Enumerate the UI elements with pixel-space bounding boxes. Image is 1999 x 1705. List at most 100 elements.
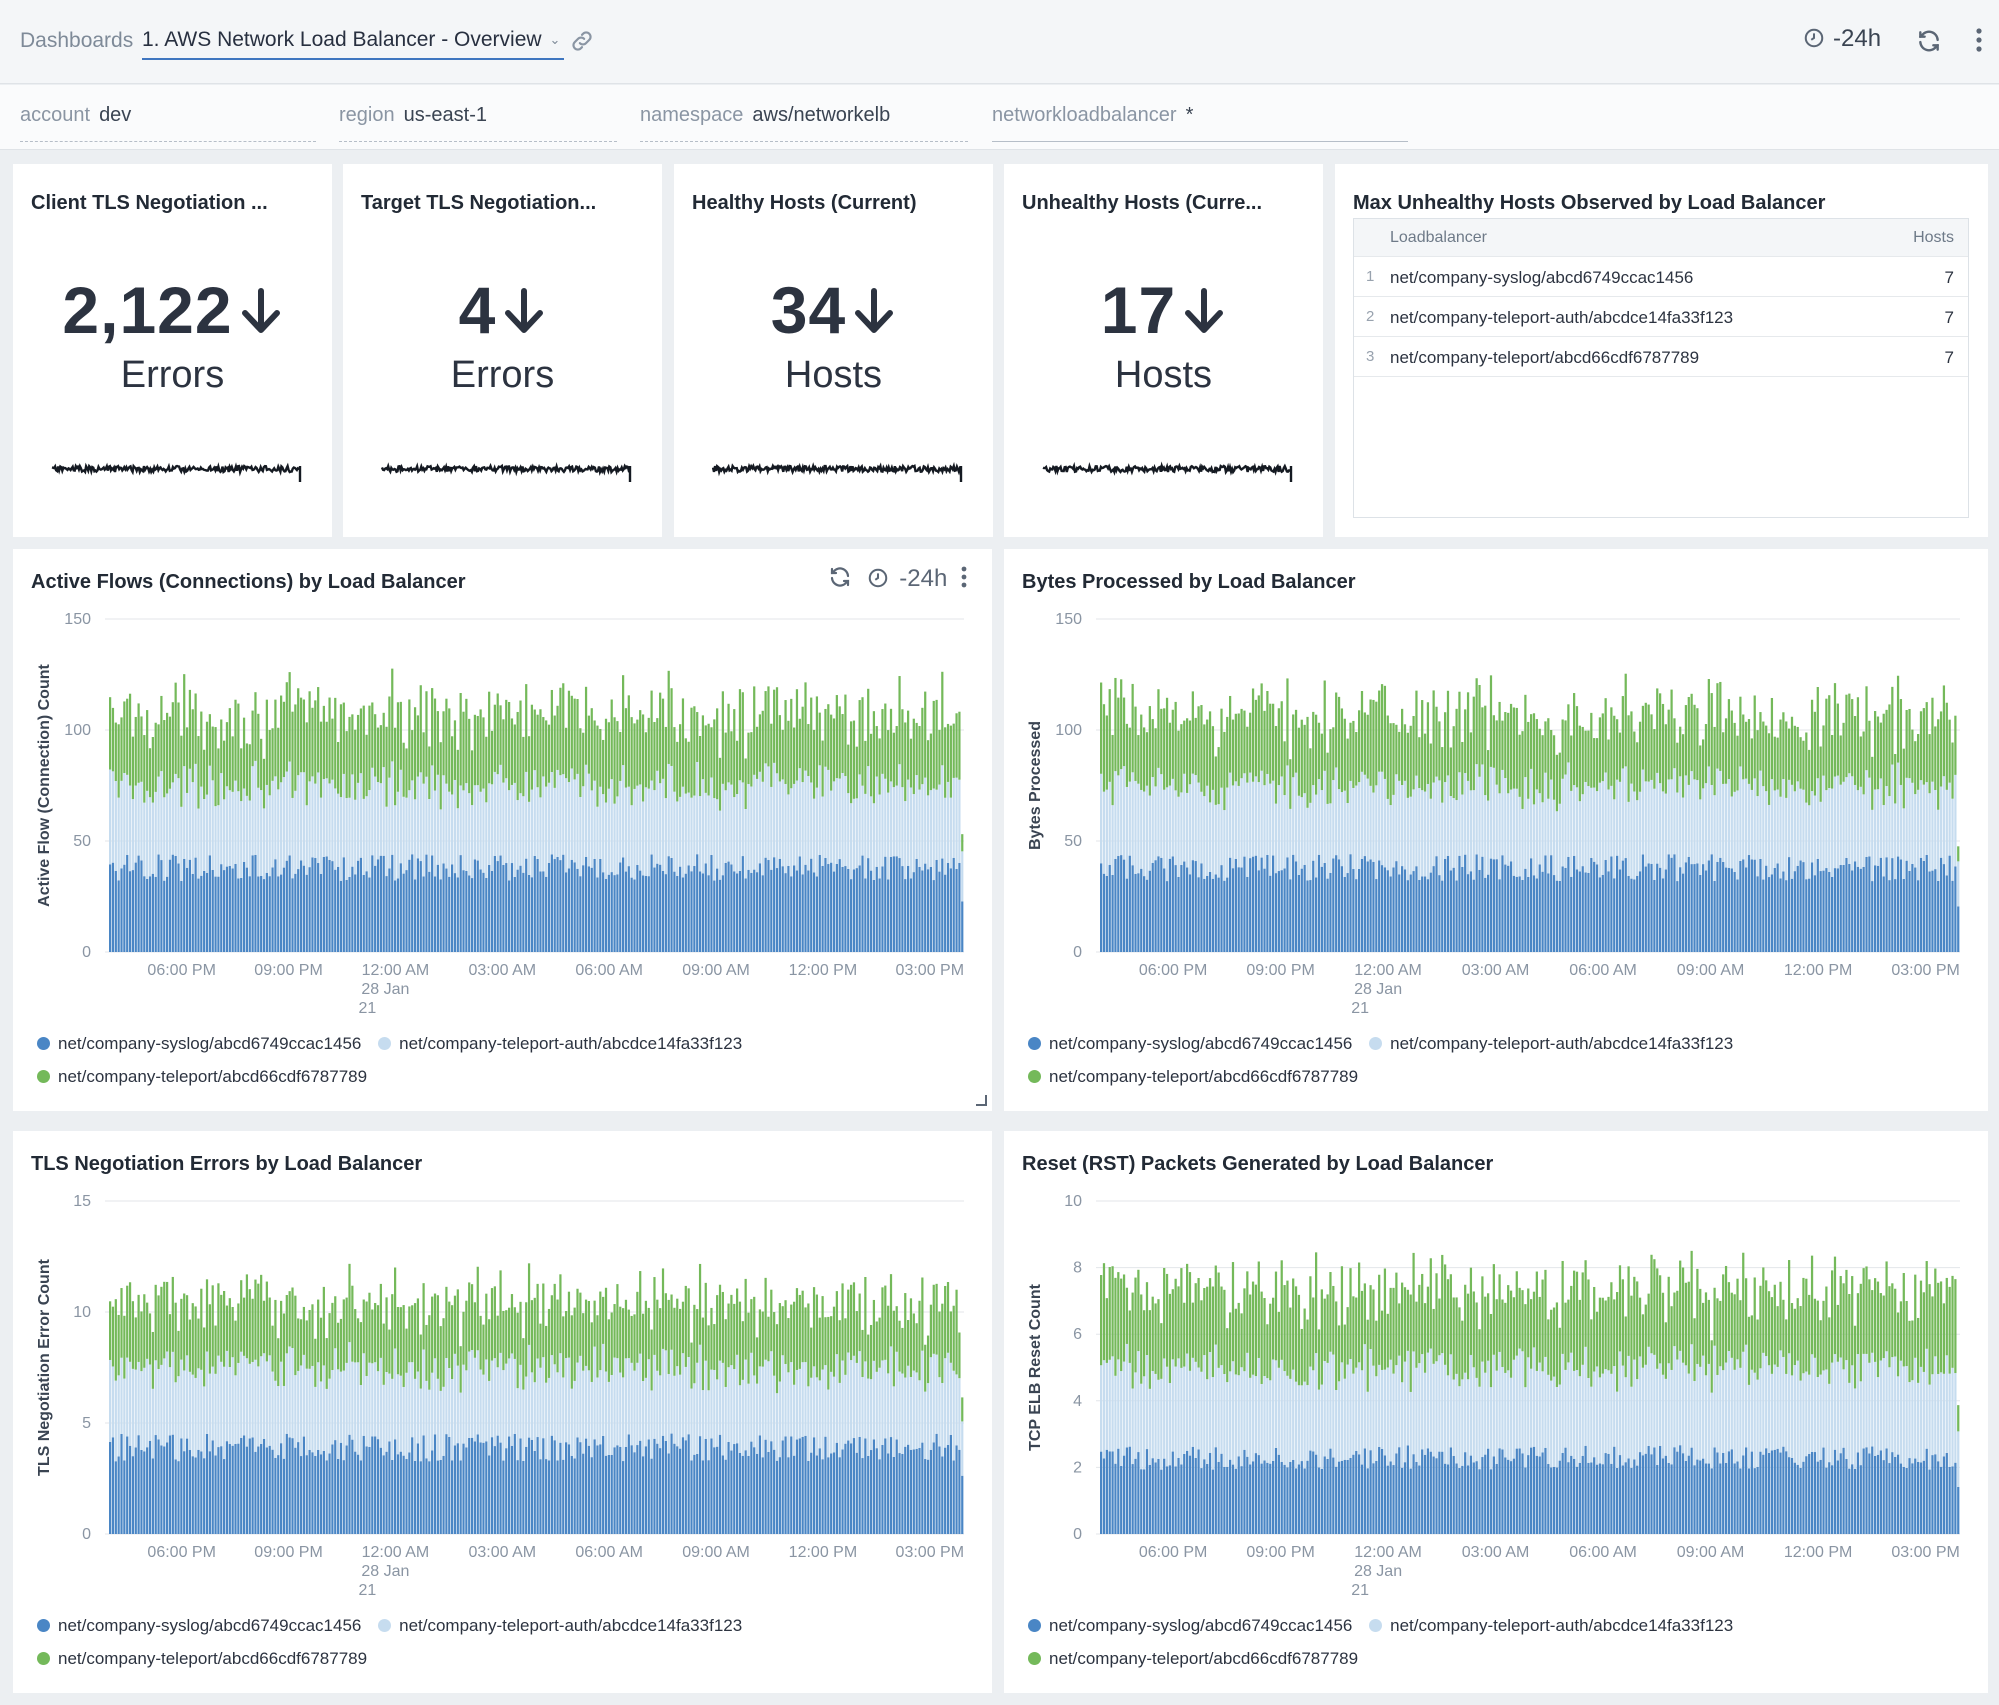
clock-icon bbox=[1804, 28, 1824, 48]
bar-segment bbox=[371, 767, 374, 856]
resize-handle-icon[interactable] bbox=[974, 1093, 988, 1107]
filter-region[interactable]: region us-east-1 bbox=[339, 104, 617, 142]
bar-segment bbox=[1788, 1457, 1791, 1534]
bar-segment bbox=[1917, 734, 1920, 790]
bar-segment bbox=[1438, 1451, 1441, 1534]
chart-panel-active-flows[interactable]: 0 50 100 150 Active Flow (Connection) Count 0… bbox=[13, 549, 992, 1111]
legend-item[interactable]: net/company-teleport/abcd66cdf6787789 bbox=[1028, 1067, 1358, 1087]
bar-segment bbox=[1530, 1368, 1533, 1448]
bar-segment bbox=[234, 863, 237, 952]
refresh-icon[interactable] bbox=[1916, 28, 1942, 59]
legend-item[interactable]: net/company-teleport-auth/abcdce14fa33f1… bbox=[1369, 1616, 1733, 1636]
breadcrumb-dashboards[interactable]: Dashboards bbox=[20, 29, 134, 52]
bar-segment bbox=[1300, 719, 1303, 798]
bar-segment bbox=[1478, 684, 1481, 777]
bar-segment bbox=[901, 1327, 904, 1374]
more-options-icon[interactable] bbox=[960, 565, 968, 589]
bar-segment bbox=[1530, 1299, 1533, 1369]
clock-icon[interactable] bbox=[867, 567, 889, 589]
filter-account[interactable]: account dev bbox=[20, 104, 316, 142]
kpi-panel-unhealthy-hosts[interactable]: Unhealthy Hosts (Curre... 17 Hosts bbox=[1004, 164, 1323, 537]
legend-item[interactable]: net/company-teleport-auth/abcdce14fa33f1… bbox=[378, 1034, 742, 1054]
bar-segment bbox=[337, 1458, 340, 1534]
bar-segment bbox=[1644, 866, 1647, 952]
bar-segment bbox=[1874, 865, 1877, 952]
bar-segment bbox=[852, 1355, 856, 1439]
more-options-icon[interactable] bbox=[1975, 27, 1983, 58]
bar-segment bbox=[448, 1368, 451, 1437]
bar-segment bbox=[1899, 699, 1903, 785]
legend-item[interactable]: net/company-syslog/abcd6749ccac1456 bbox=[37, 1034, 361, 1054]
legend-item[interactable]: net/company-teleport-auth/abcdce14fa33f1… bbox=[378, 1616, 742, 1636]
kpi-panel-healthy-hosts[interactable]: Healthy Hosts (Current) 34 Hosts bbox=[674, 164, 993, 537]
bar-segment bbox=[1125, 1343, 1129, 1448]
bar-segment bbox=[1120, 855, 1123, 952]
bar-segment bbox=[1736, 879, 1739, 952]
bar-segment bbox=[1710, 693, 1713, 785]
table-row[interactable]: 1 net/company-syslog/abcd6749ccac1456 7 bbox=[1354, 257, 1968, 297]
bar-segment bbox=[522, 1338, 525, 1390]
column-header-loadbalancer[interactable]: Loadbalancer bbox=[1390, 229, 1487, 246]
bar-segment bbox=[1587, 1378, 1590, 1463]
chart-panel-reset-packets[interactable]: 0 2 4 6 8 10 TCP ELB Reset Count 06:00 PM 09:00 … bbox=[1004, 1131, 1988, 1693]
bar-segment bbox=[687, 865, 690, 952]
bar-segment bbox=[240, 1351, 243, 1438]
bar-segment bbox=[1733, 722, 1736, 792]
filter-value: us-east-1 bbox=[403, 104, 487, 126]
bar-segment bbox=[1214, 1447, 1217, 1534]
bar-segment bbox=[1274, 1360, 1278, 1448]
bar-segment bbox=[547, 724, 551, 783]
bar-segment bbox=[1790, 784, 1794, 879]
bar-segment bbox=[1492, 1264, 1495, 1355]
table-row[interactable]: 3 net/company-teleport/abcd66cdf6787789 … bbox=[1354, 337, 1968, 377]
bar-segment bbox=[935, 859, 938, 952]
bar-segment bbox=[1561, 866, 1564, 952]
kpi-panel-target-tls[interactable]: Target TLS Negotiation... 4 Errors bbox=[343, 164, 662, 537]
link-icon[interactable] bbox=[569, 28, 595, 59]
bar-segment bbox=[1954, 715, 1957, 775]
panel-time-range[interactable]: -24h bbox=[899, 565, 948, 592]
bar-segment bbox=[1280, 1359, 1283, 1462]
legend-item[interactable]: net/company-syslog/abcd6749ccac1456 bbox=[1028, 1616, 1352, 1636]
bar-segment bbox=[1489, 766, 1493, 859]
bar-segment bbox=[1125, 723, 1129, 787]
bar-segment bbox=[1616, 1292, 1619, 1392]
bar-segment bbox=[200, 875, 203, 952]
bar-segment bbox=[1724, 1265, 1728, 1363]
kpi-panel-client-tls[interactable]: Client TLS Negotiation ... 2,122 Errors bbox=[13, 164, 332, 537]
bar-segment bbox=[530, 704, 534, 790]
bar-segment bbox=[154, 1435, 157, 1534]
bar-segment bbox=[262, 1438, 266, 1534]
refresh-icon[interactable] bbox=[828, 565, 852, 589]
bar-segment bbox=[1810, 862, 1814, 952]
bar-segment bbox=[1160, 1378, 1163, 1470]
bar-segment bbox=[262, 808, 266, 880]
legend-item[interactable]: net/company-syslog/abcd6749ccac1456 bbox=[37, 1616, 361, 1636]
dashboard-title-dropdown[interactable]: 1. AWS Network Load Balancer - Overview ⌄ bbox=[142, 28, 565, 60]
bar-segment bbox=[1776, 1306, 1779, 1367]
bar-segment bbox=[1220, 865, 1223, 952]
bar-segment bbox=[696, 712, 699, 762]
bar-segment bbox=[1911, 1463, 1914, 1534]
table-row[interactable]: 2 net/company-teleport-auth/abcdce14fa33… bbox=[1354, 297, 1968, 337]
legend-item[interactable]: net/company-teleport/abcd66cdf6787789 bbox=[37, 1067, 367, 1087]
bar-segment bbox=[664, 874, 667, 952]
legend-item[interactable]: net/company-syslog/abcd6749ccac1456 bbox=[1028, 1034, 1352, 1054]
column-header-hosts[interactable]: Hosts bbox=[1913, 229, 1954, 246]
legend-item[interactable]: net/company-teleport/abcd66cdf6787789 bbox=[37, 1649, 367, 1669]
bar-segment bbox=[1618, 732, 1622, 782]
filter-networkloadbalancer[interactable]: networkloadbalancer * bbox=[992, 104, 1408, 142]
bar-segment bbox=[1527, 798, 1530, 877]
bar-segment bbox=[1819, 801, 1822, 872]
bar-segment bbox=[1917, 1382, 1920, 1463]
table-panel-max-unhealthy[interactable]: Max Unhealthy Hosts Observed by Load Bal… bbox=[1335, 164, 1988, 537]
bar-segment bbox=[830, 714, 833, 791]
chart-panel-bytes-processed[interactable]: 0 50 100 150 Bytes Processed 06:00 PM 09:00 PM… bbox=[1004, 549, 1988, 1111]
chart-panel-tls-errors[interactable]: 0 5 10 15 TLS Negotiation Error Count 06:00 P… bbox=[13, 1131, 992, 1693]
filter-namespace[interactable]: namespace aws/networkelb bbox=[640, 104, 968, 142]
legend-item[interactable]: net/company-teleport/abcd66cdf6787789 bbox=[1028, 1649, 1358, 1669]
bar-segment bbox=[1590, 857, 1593, 952]
time-range-button[interactable]: -24h bbox=[1803, 25, 1881, 53]
legend-item[interactable]: net/company-teleport-auth/abcdce14fa33f1… bbox=[1369, 1034, 1733, 1054]
x-tick-label: 12:00 PM bbox=[789, 1544, 857, 1561]
